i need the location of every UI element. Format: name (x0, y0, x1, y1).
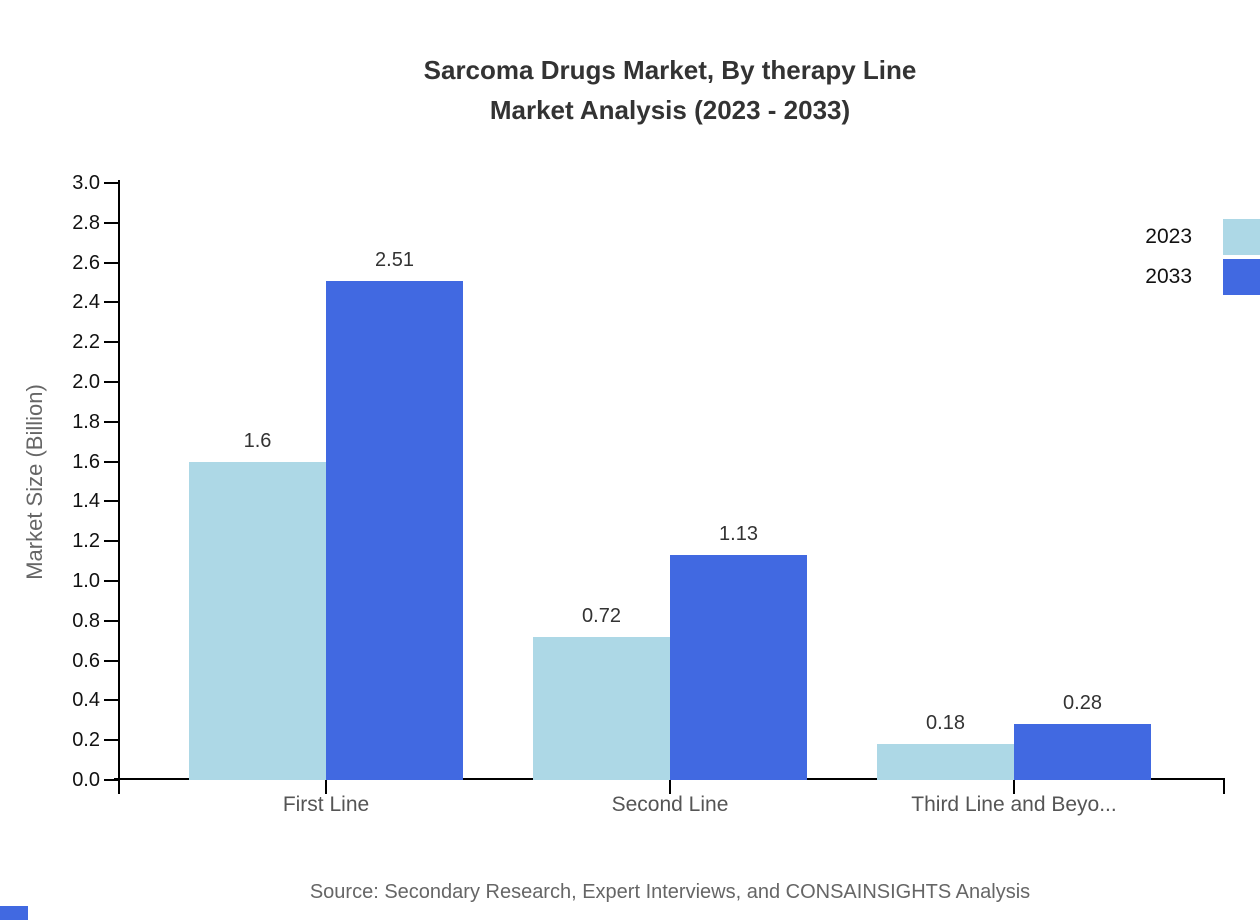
y-tick-label: 2.6 (72, 251, 100, 274)
legend-swatch-2033 (1223, 259, 1260, 295)
y-tick (104, 381, 118, 383)
y-tick (104, 500, 118, 503)
x-category-label-third-line-and-beyo: Third Line and Beyo... (911, 793, 1117, 816)
y-tick-label: 2.8 (72, 211, 100, 234)
y-tick-label: 2.4 (72, 291, 100, 314)
y-tick (104, 420, 118, 423)
y-tick-label: 1.2 (72, 530, 100, 553)
y-tick-label: 2.2 (72, 331, 100, 354)
y-tick (104, 580, 118, 582)
y-tick-label: 0.2 (72, 729, 100, 752)
x-category-label-first-line: First Line (282, 793, 370, 816)
y-tick-label: 1.4 (72, 490, 100, 513)
bar-2033-third-line-and-beyo (1014, 724, 1151, 780)
y-tick (104, 341, 118, 344)
x-category-label-second-line: Second Line (611, 793, 729, 816)
y-tick-label: 0.6 (72, 649, 100, 672)
bar-value-label-2033-second-line: 1.13 (719, 523, 758, 546)
chart-title-line-2: Market Analysis (2023 - 2033) (489, 95, 851, 125)
y-tick (104, 460, 118, 463)
x-tick-axis-end (1223, 780, 1225, 794)
bar-value-label-2023-second-line: 0.72 (582, 604, 621, 627)
bar-value-label-2023-third-line-and-beyo: 0.18 (926, 712, 965, 735)
y-axis-line (118, 180, 120, 794)
bar-2033-first-line (326, 280, 463, 780)
bar-2023-third-line-and-beyo (877, 744, 1014, 780)
y-tick-label: 0.0 (72, 769, 100, 791)
legend-item-2023: 2023 (1140, 219, 1260, 255)
corner-accent-mark (0, 906, 28, 920)
y-tick-label: 1.0 (72, 570, 100, 592)
legend-swatch-2023 (1223, 219, 1260, 255)
bar-value-label-2033-first-line: 2.51 (375, 248, 414, 271)
y-tick (104, 779, 118, 781)
y-tick-label: 0.8 (72, 609, 100, 632)
y-tick-label: 0.4 (72, 689, 100, 712)
bar-value-label-2023-first-line: 1.6 (243, 429, 272, 452)
y-tick (104, 619, 118, 622)
legend: 2023 2033 (1140, 219, 1260, 299)
y-tick-label: 2.0 (72, 371, 100, 393)
bar-value-label-2033-third-line-and-beyo: 0.28 (1063, 692, 1102, 715)
y-tick (104, 540, 118, 543)
y-tick (104, 221, 118, 224)
source-note: Source: Secondary Research, Expert Inter… (309, 881, 1031, 903)
y-tick (104, 301, 118, 304)
x-tick-first-line (325, 780, 327, 794)
bar-2023-first-line (189, 461, 326, 780)
y-tick (104, 261, 118, 264)
x-tick-second-line (669, 780, 671, 794)
y-tick-label: 1.6 (72, 450, 100, 473)
y-tick-label: 1.8 (72, 410, 100, 433)
bar-2033-second-line (670, 555, 807, 780)
legend-item-2033: 2033 (1140, 259, 1260, 295)
y-tick (104, 739, 118, 742)
y-tick-label: 3.0 (72, 172, 100, 194)
y-tick (104, 699, 118, 702)
x-tick-third-line-and-beyo (1013, 780, 1015, 794)
legend-label-2023: 2023 (1145, 225, 1192, 248)
y-tick (104, 659, 118, 662)
bar-2023-second-line (533, 636, 670, 780)
legend-label-2033: 2033 (1145, 265, 1192, 288)
y-tick (104, 182, 118, 184)
chart-title-line-1: Sarcoma Drugs Market, By therapy Line (423, 55, 917, 85)
